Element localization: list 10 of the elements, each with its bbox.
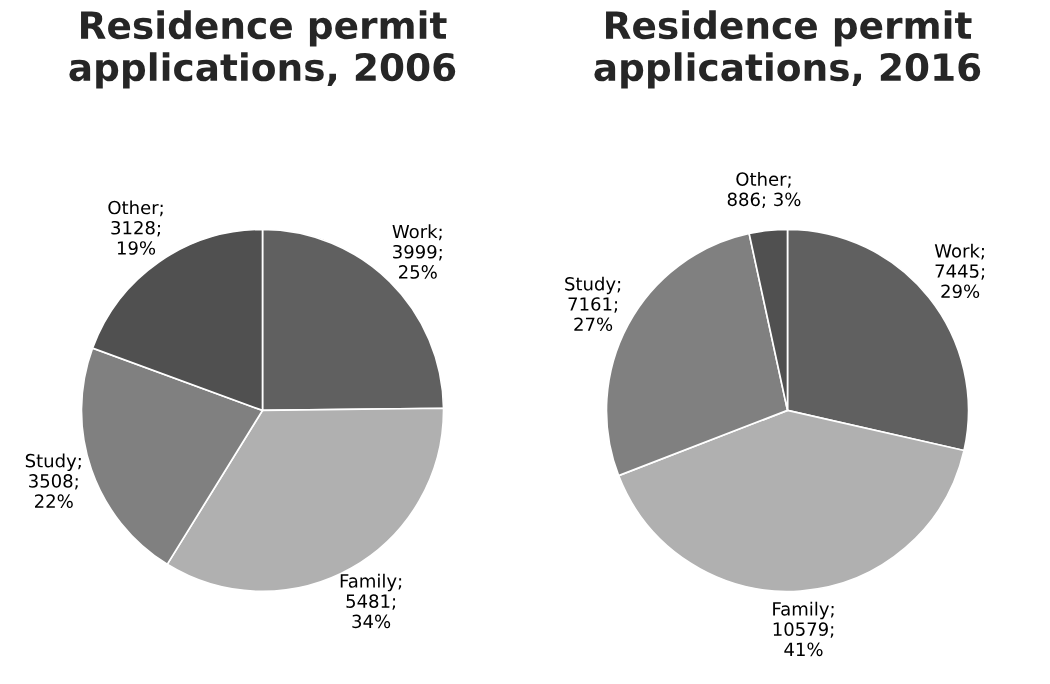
- slice-label: Family; 5481; 34%: [340, 573, 402, 629]
- chart-title: Residence permit applications, 2006: [69, 10, 456, 89]
- chart-title: Residence permit applications, 2016: [594, 10, 981, 89]
- slice-label: Other; 886; 3%: [727, 171, 801, 208]
- slice-label: Work; 7445; 29%: [934, 243, 985, 299]
- slice-label: Work; 3999; 25%: [392, 224, 442, 279]
- slice-label: Study; 7161; 27%: [565, 276, 621, 332]
- slice-label: Other; 3128; 19%: [108, 200, 163, 255]
- slice-label: Family; 10579; 41%: [773, 601, 834, 657]
- slice-label: Study; 3508; 22%: [25, 453, 81, 508]
